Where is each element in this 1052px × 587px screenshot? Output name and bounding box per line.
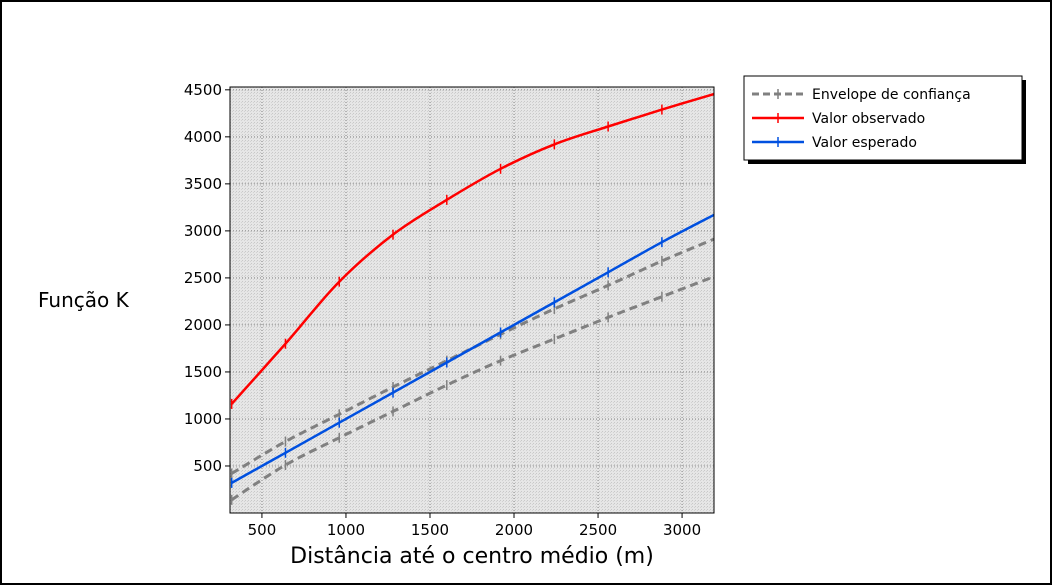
series-line-3	[230, 92, 714, 405]
y-tick-label: 1500	[184, 363, 222, 381]
series-lines	[230, 92, 714, 505]
plot-border	[229, 86, 715, 514]
y-tick-label: 4500	[184, 81, 222, 99]
y-tick-label: 3000	[184, 222, 222, 240]
y-axis-title: Função K	[38, 288, 130, 312]
series-line-2	[230, 275, 714, 502]
x-tick-label: 2500	[579, 521, 617, 539]
y-tick-label: 3500	[184, 175, 222, 193]
legend-label: Valor observado	[812, 111, 925, 127]
y-tick-label: 500	[193, 457, 222, 475]
legend: Envelope de confiança Valor observado Valo…	[743, 75, 1026, 164]
x-tick-label: 1500	[411, 521, 449, 539]
x-tick-label: 2000	[495, 521, 533, 539]
grid-lines	[230, 87, 714, 513]
legend-label: Envelope de confiança	[812, 87, 971, 103]
y-tick-label: 2500	[184, 269, 222, 287]
y-tick-label: 2000	[184, 316, 222, 334]
series-line-1	[230, 237, 714, 475]
x-tick-label: 500	[248, 521, 277, 539]
axis-ticks: 500 1000 1500 2000 2500 3000 3500 4000 4500 500 10…	[184, 81, 701, 539]
y-tick-label: 4000	[184, 128, 222, 146]
x-tick-label: 3000	[663, 521, 701, 539]
y-tick-label: 1000	[184, 410, 222, 428]
x-tick-label: 1000	[327, 521, 365, 539]
x-axis-title: Distância até o centro médio (m)	[290, 544, 654, 569]
legend-label: Valor esperado	[812, 135, 917, 151]
plot-area	[230, 87, 714, 513]
series-line-4	[231, 213, 714, 484]
